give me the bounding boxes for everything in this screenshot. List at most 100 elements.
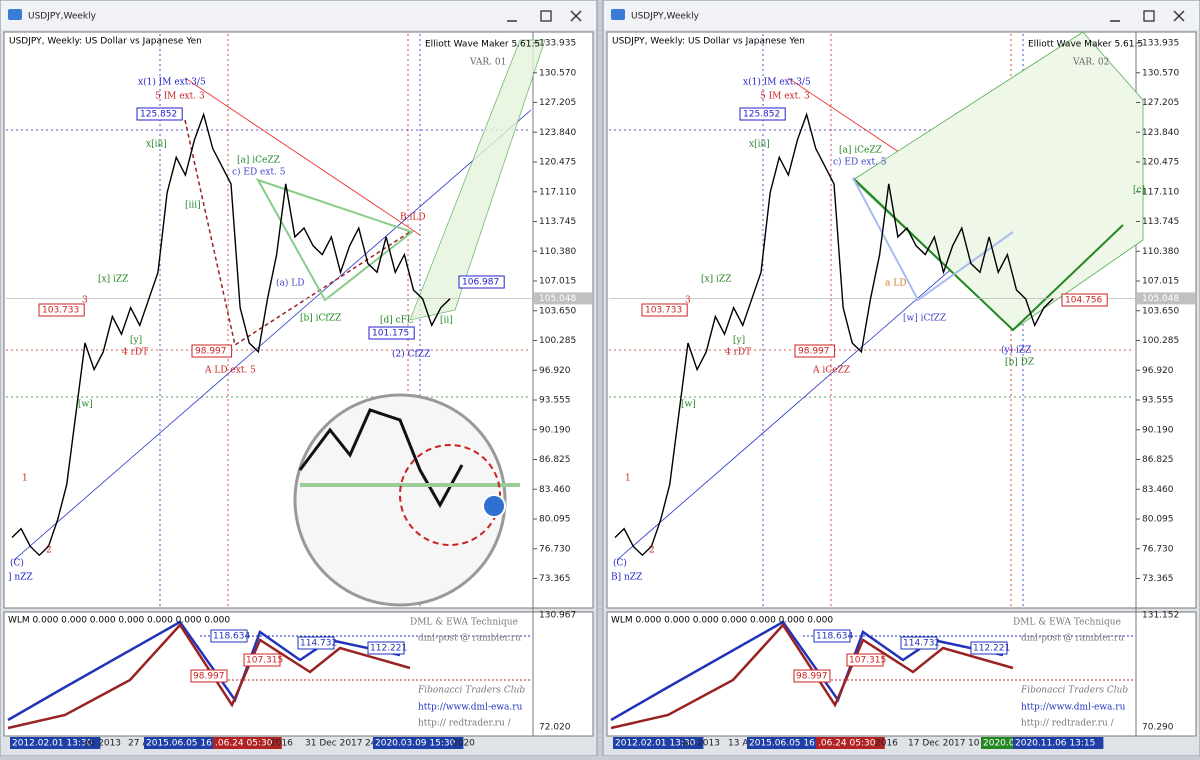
level-label: 112.221 — [973, 644, 1010, 654]
level-label: 114.732 — [300, 639, 337, 649]
indicator-label: WLM 0.000 0.000 0.000 0.000 0.000 0.000 … — [611, 616, 833, 626]
trend-line — [184, 77, 421, 236]
maximize-button[interactable] — [1143, 10, 1155, 22]
time-label: 17 Dec 2017 — [908, 739, 966, 749]
price-tick-label: 86.825 — [539, 455, 571, 465]
current-price: 105.048 — [539, 294, 576, 304]
wave-label: [y] — [733, 336, 745, 346]
price-tick-label: 100.285 — [1142, 336, 1179, 346]
price-tick-label: 133.935 — [1142, 39, 1179, 49]
chart-header: USDJPY, Weekly: US Dollar vs Japanese Ye… — [9, 37, 202, 47]
maximize-button[interactable] — [540, 10, 552, 22]
wave-label: a LD — [885, 279, 906, 289]
current-price: 105.048 — [1142, 294, 1179, 304]
window-title: USDJPY,Weekly — [28, 12, 97, 22]
label-box — [136, 107, 183, 121]
wave-label: 3 — [685, 296, 691, 306]
level-label: 118.634 — [816, 632, 853, 642]
credit-text: http:// redtrader.ru / — [1021, 719, 1115, 729]
wave-label: c) ED ext. 5 — [833, 157, 887, 168]
price-tick-label: 80.095 — [1142, 515, 1174, 525]
wave-projection — [255, 178, 415, 302]
level-box — [846, 653, 884, 667]
wave-indicator — [7, 622, 411, 730]
time-label: .06.24 05:30 — [215, 739, 273, 749]
wave-label: [x] iZZ — [701, 275, 731, 285]
time-label: .06.24 05:30 — [818, 739, 876, 749]
wave-label: [iii] — [185, 201, 201, 211]
label-box — [368, 326, 415, 340]
indicator-label: WLM 0.000 0.000 0.000 0.000 0.000 0.000 … — [8, 616, 230, 626]
price-tick-label: 86.825 — [1142, 455, 1174, 465]
time-highlight — [747, 737, 838, 749]
wave-label: (C) — [10, 558, 24, 569]
window-icon — [8, 9, 22, 20]
wave-label: [w] — [681, 400, 696, 410]
level-label: 112.221 — [370, 644, 407, 654]
label-box — [38, 303, 85, 317]
label-box — [739, 107, 786, 121]
magnified-trace — [298, 408, 464, 509]
close-button[interactable] — [1173, 10, 1185, 22]
level-label: 98.997 — [193, 672, 225, 682]
help-button[interactable] — [482, 494, 506, 518]
wave-label: 1 — [625, 474, 631, 484]
wave-label: 5 IM ext. 3 — [155, 92, 205, 102]
price-tick-label: 90.190 — [539, 425, 571, 435]
magnifier-focus — [399, 444, 501, 546]
wave-label: 103.733 — [645, 306, 682, 316]
time-highlight — [10, 737, 101, 749]
level-label: 107.315 — [246, 656, 283, 666]
wave-label: 106.987 — [462, 278, 499, 288]
level-box — [813, 629, 851, 643]
level-box — [297, 636, 335, 650]
price-tick-label: 120.475 — [1142, 158, 1179, 168]
channel-fan — [409, 39, 546, 321]
wave-label: A iCeZZ — [812, 366, 850, 376]
credit-text: Fibonacci Traders Club — [417, 686, 525, 696]
indicator-axis-label: 130.967 — [539, 611, 576, 621]
wave-projection — [852, 177, 1014, 302]
time-highlight — [816, 737, 885, 749]
wave-label: [b] iCfZZ — [300, 314, 341, 324]
wave-label: [ii] — [440, 316, 453, 326]
wave-label: 101.175 — [372, 329, 409, 339]
price-tick-label: 100.285 — [539, 336, 576, 346]
price-trace — [11, 112, 451, 557]
price-tick-label: 80.095 — [539, 515, 571, 525]
time-label: 2020.11.06 13:15 — [1015, 739, 1095, 749]
wave-label: B iLD — [400, 213, 426, 223]
wave-label: 3 — [82, 296, 88, 306]
time-label: 2020.03.09 15:30 — [375, 739, 456, 749]
wave-label: [a] iCeZZ — [237, 156, 280, 166]
credit-text: DML & EWA Technique — [1013, 618, 1121, 628]
current-price-box — [534, 292, 592, 305]
close-button[interactable] — [570, 10, 582, 22]
wave-label: c) ED ext. 5 — [232, 167, 286, 178]
indicator-axis-label: 131.152 — [1142, 611, 1179, 621]
price-tick-label: 117.110 — [539, 187, 576, 197]
wave-label: [d] cFL — [380, 316, 413, 326]
credit-text: DML & EWA Technique — [410, 618, 518, 628]
trend-line — [13, 109, 532, 561]
time-label: 10 — [968, 739, 980, 749]
wave-label: [y] — [130, 336, 142, 346]
wave-label: ] nZZ — [8, 573, 33, 583]
wave-label: [w] — [78, 400, 93, 410]
level-box — [793, 669, 831, 683]
wave-label: 2 — [649, 546, 655, 556]
wave-label: A LD ext. 5 — [204, 366, 256, 376]
time-label: 27 A — [128, 739, 149, 749]
wave-label: x(1) IM ext.3/5 — [138, 77, 206, 88]
credit-text: http:// redtrader.ru / — [418, 719, 512, 729]
indicator-axis-label: 70.290 — [1142, 723, 1174, 733]
price-tick-label: 110.380 — [1142, 247, 1179, 257]
window-title: USDJPY,Weekly — [631, 12, 700, 22]
price-tick-label: 76.730 — [539, 544, 571, 554]
price-tick-label: 130.570 — [539, 68, 576, 78]
chart-header: USDJPY, Weekly: US Dollar vs Japanese Ye… — [612, 37, 805, 47]
time-highlight — [144, 737, 235, 749]
time-label: eb 2013 — [84, 739, 121, 749]
